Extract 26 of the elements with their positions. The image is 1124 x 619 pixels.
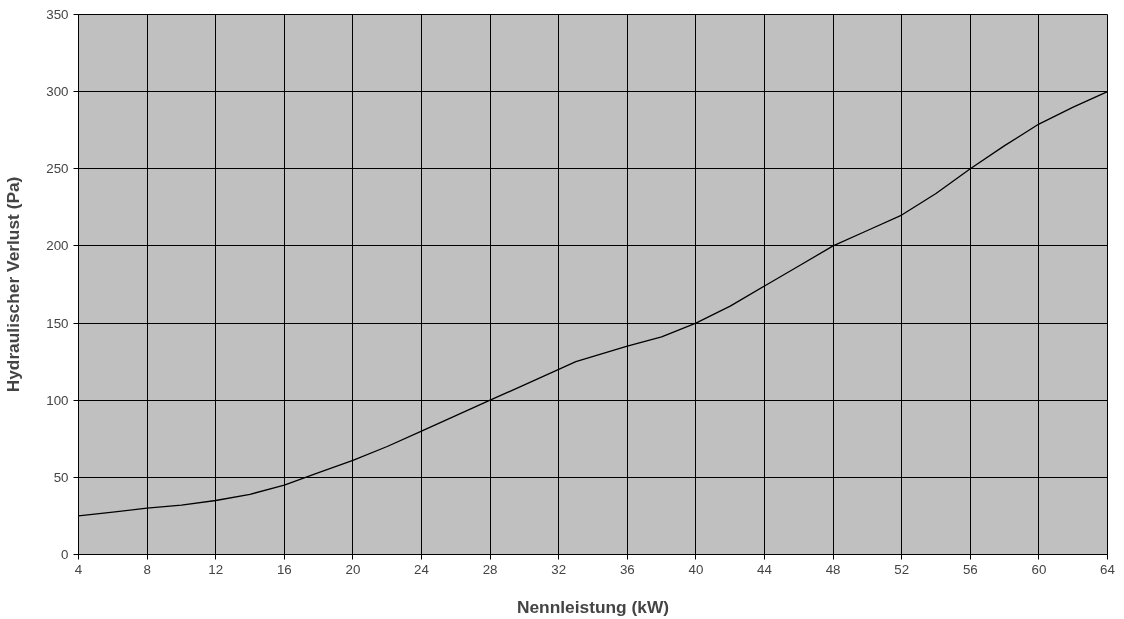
x-tick-label: 24: [414, 561, 430, 577]
x-tick-label: 48: [825, 561, 841, 577]
x-tick-label: 56: [962, 561, 978, 577]
y-tick-label: 150: [46, 315, 69, 331]
x-tick-label: 12: [208, 561, 224, 577]
x-tick-label: 16: [276, 561, 292, 577]
x-tick-label: 64: [1100, 561, 1116, 577]
x-axis-title: Nennleistung (kW): [516, 596, 670, 617]
y-tick-label: 50: [53, 469, 69, 485]
x-tick-label: 40: [688, 561, 704, 577]
y-tick-label: 0: [61, 547, 69, 562]
x-tick-label: 28: [482, 561, 498, 577]
y-tick-label: 100: [46, 392, 69, 408]
y-tick-label: 250: [46, 161, 69, 177]
y-tick-label: 300: [46, 84, 69, 100]
x-tick-label: 8: [143, 561, 151, 577]
x-tick-label: 20: [345, 561, 361, 577]
x-tick-label: 32: [551, 561, 567, 577]
y-axis-title: Hydraulischer Verlust (Pa): [3, 176, 24, 393]
x-tick-label: 52: [894, 561, 910, 577]
y-tick-label: 200: [46, 238, 69, 254]
x-tick-label: 36: [619, 561, 635, 577]
x-tick-label: 4: [74, 561, 83, 577]
x-tick-label: 60: [1031, 561, 1047, 577]
x-tick-label: 44: [757, 561, 773, 577]
y-tick-label: 350: [46, 7, 69, 22]
